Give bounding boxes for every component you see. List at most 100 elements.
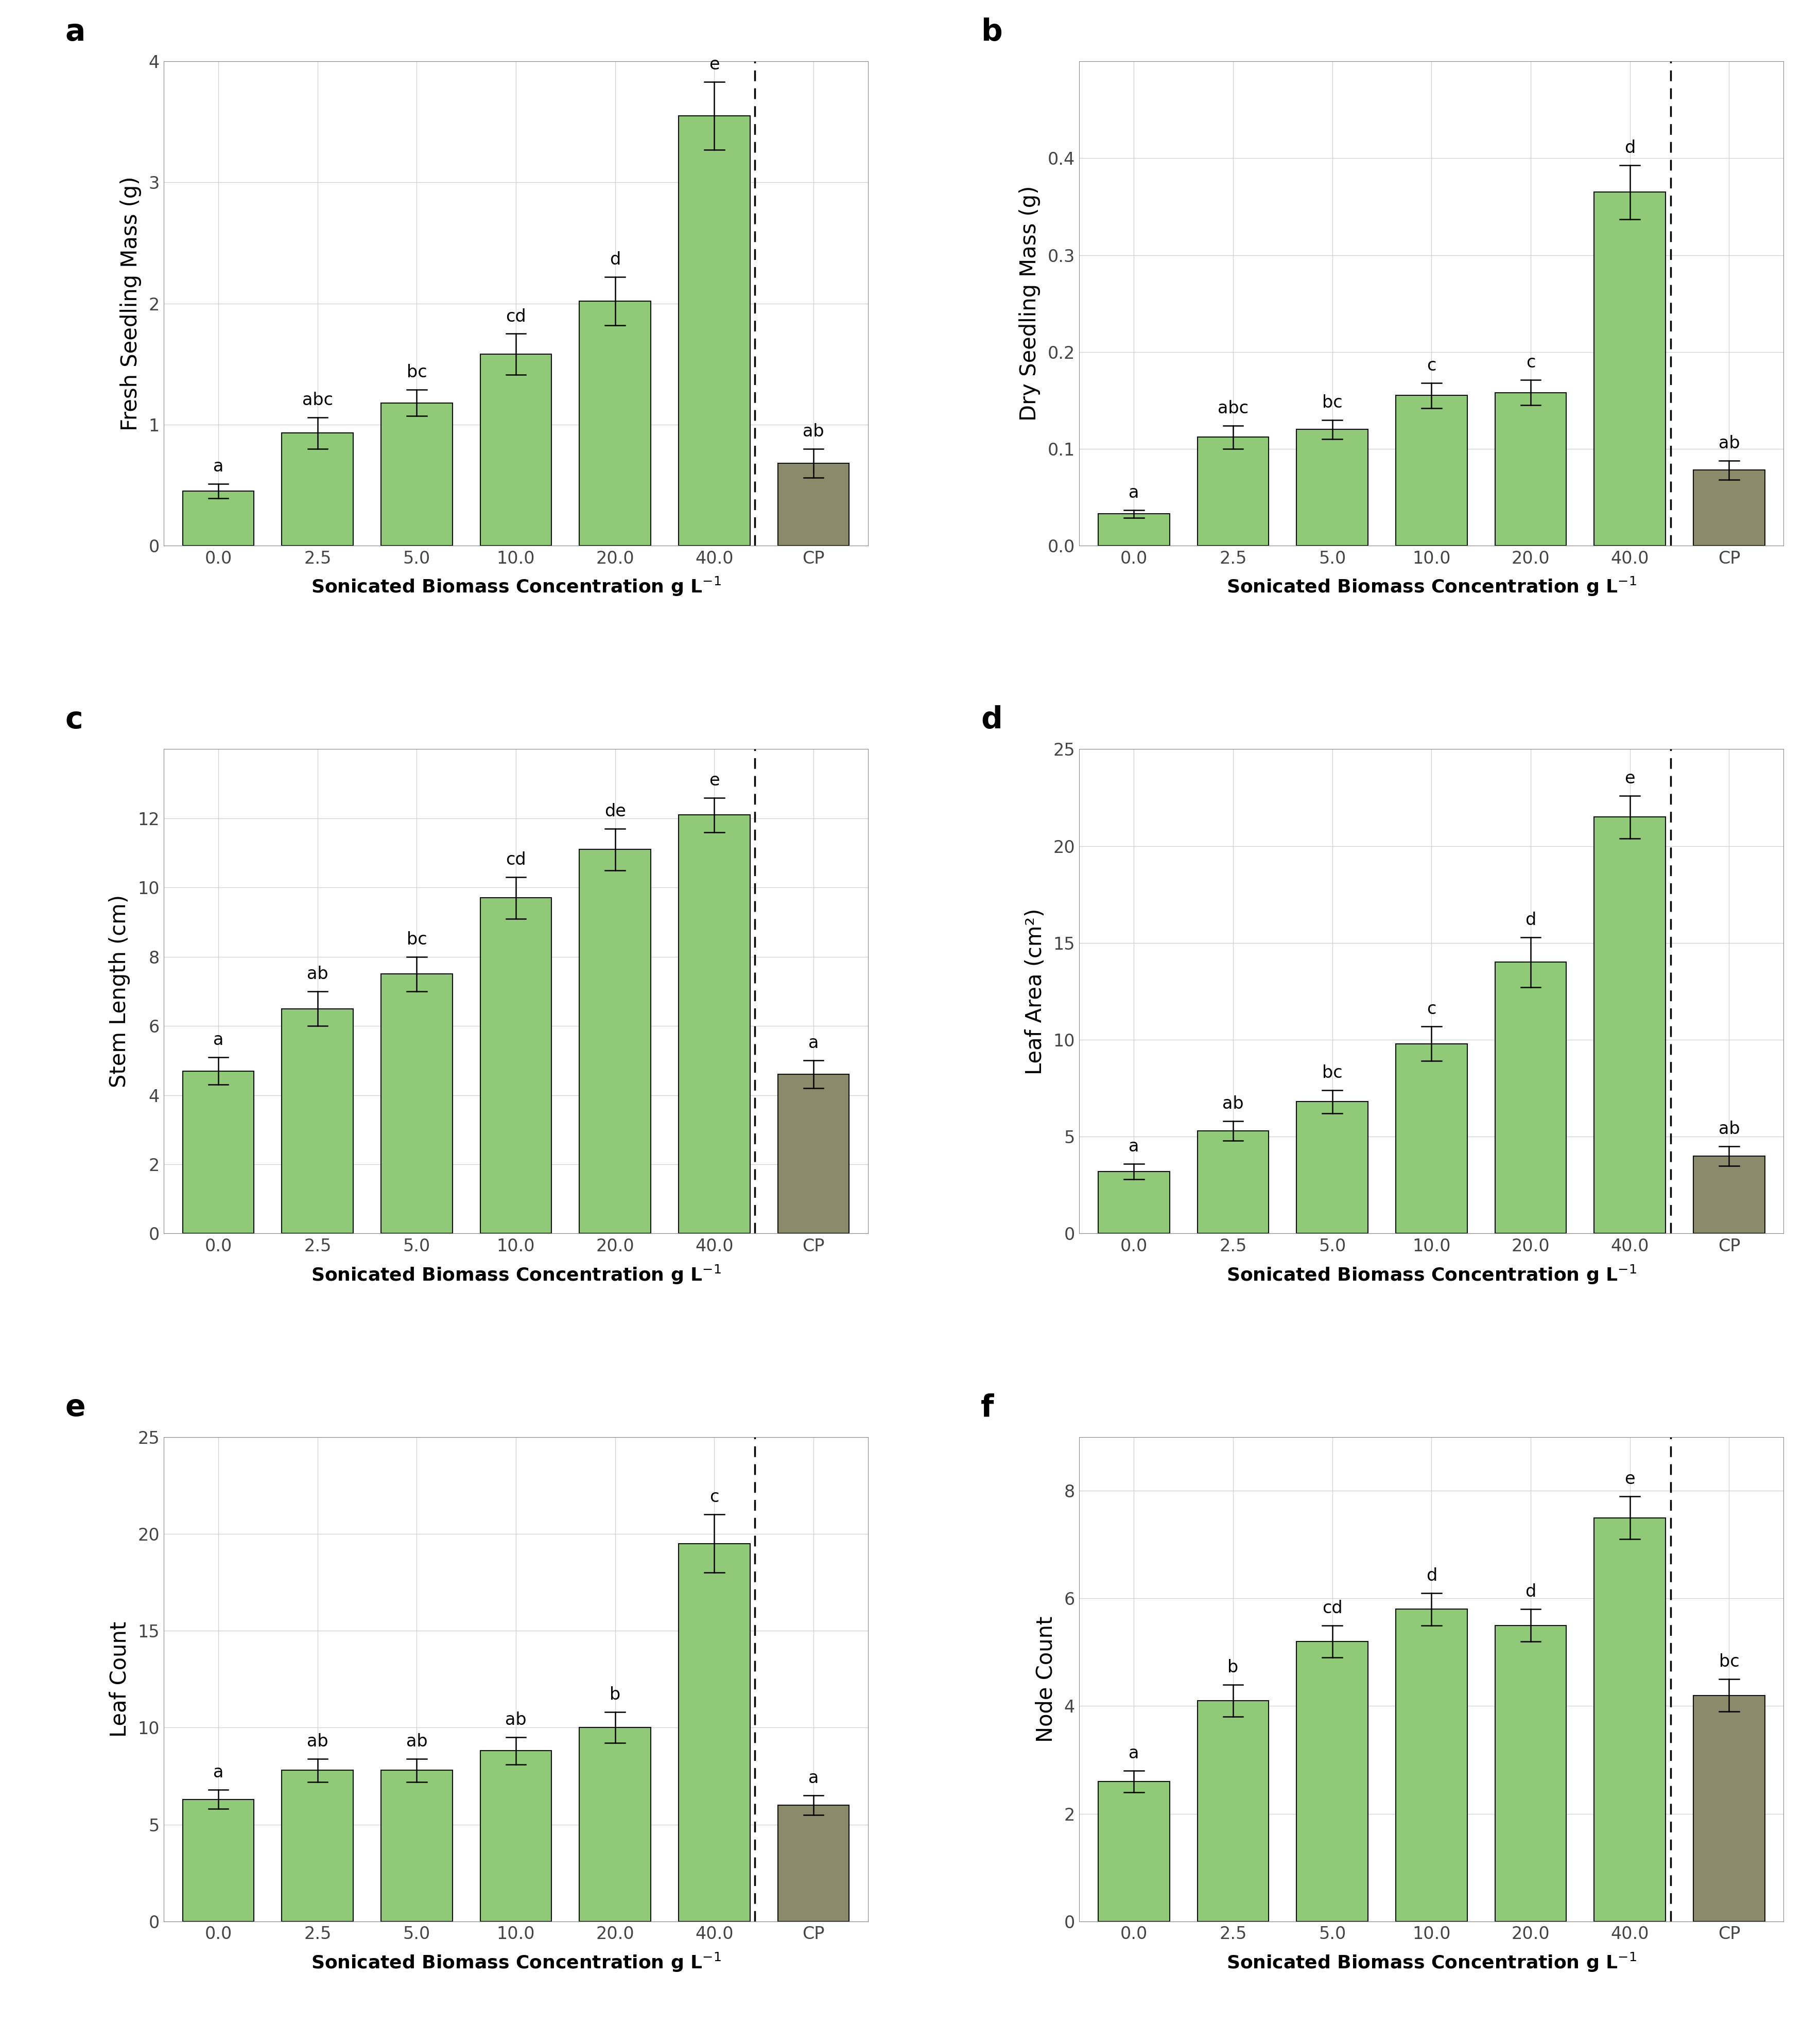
Text: cd: cd [506,852,526,869]
Bar [1396,397,1467,546]
Bar [1396,1609,1467,1921]
X-axis label: Sonicated Biomass Concentration g L$^{-1}$: Sonicated Biomass Concentration g L$^{-1… [1227,1952,1636,1972]
Y-axis label: Leaf Area (cm²): Leaf Area (cm²) [1025,908,1046,1075]
X-axis label: Sonicated Biomass Concentration g L$^{-1}$: Sonicated Biomass Concentration g L$^{-1… [311,1952,721,1972]
Text: ab: ab [406,1733,428,1750]
Text: c: c [1427,358,1436,374]
Text: ab: ab [1223,1096,1243,1112]
Text: a: a [1128,1746,1139,1762]
Text: cd: cd [1321,1600,1343,1617]
Text: ab: ab [308,965,328,983]
Bar [1494,963,1567,1233]
Bar [1594,192,1665,546]
Bar [1594,818,1665,1233]
Text: bc: bc [1718,1654,1740,1670]
Text: d: d [610,251,621,268]
Bar [777,1805,850,1921]
Bar [679,1543,750,1921]
Text: e: e [66,1394,86,1423]
Bar [480,354,551,546]
Bar [1494,392,1567,546]
Y-axis label: Leaf Count: Leaf Count [109,1621,131,1737]
Bar [182,491,255,546]
Text: e: e [710,773,719,789]
Bar [579,1727,652,1921]
Text: c: c [66,705,84,734]
Text: a: a [66,18,86,47]
Text: a: a [213,458,224,474]
Bar [480,1752,551,1921]
Bar [480,897,551,1233]
Bar [182,1071,255,1233]
X-axis label: Sonicated Biomass Concentration g L$^{-1}$: Sonicated Biomass Concentration g L$^{-1… [1227,576,1636,597]
Text: ab: ab [803,423,824,439]
Bar [282,1008,353,1233]
Bar [1296,1641,1369,1921]
Bar [777,1075,850,1233]
Text: d: d [1427,1568,1438,1584]
X-axis label: Sonicated Biomass Concentration g L$^{-1}$: Sonicated Biomass Concentration g L$^{-1… [311,1263,721,1286]
Text: cd: cd [506,309,526,325]
Bar [1198,1701,1269,1921]
Text: d: d [1625,139,1636,155]
Bar [1097,513,1170,546]
Bar [1097,1782,1170,1921]
Bar [1198,1130,1269,1233]
Text: c: c [1427,1000,1436,1018]
Bar [380,403,453,546]
Bar [380,975,453,1233]
Bar [1693,1694,1765,1921]
Text: ab: ab [1718,1120,1740,1139]
Text: e: e [710,55,719,74]
Bar [777,464,850,546]
Text: d: d [981,705,1003,734]
Y-axis label: Fresh Seedling Mass (g): Fresh Seedling Mass (g) [120,176,142,431]
Text: b: b [981,18,1003,47]
Text: a: a [1128,1139,1139,1155]
Text: bc: bc [1321,394,1343,411]
Text: a: a [213,1764,224,1780]
Bar [380,1770,453,1921]
Text: c: c [710,1488,719,1506]
Text: e: e [1625,1470,1634,1488]
Bar [1594,1519,1665,1921]
Y-axis label: Dry Seedling Mass (g): Dry Seedling Mass (g) [1019,186,1041,421]
Y-axis label: Stem Length (cm): Stem Length (cm) [109,895,131,1087]
Bar [1198,437,1269,546]
Text: abc: abc [302,392,333,409]
Text: e: e [1625,771,1634,787]
Text: d: d [1525,1584,1536,1600]
Text: ab: ab [308,1733,328,1750]
Bar [1693,470,1765,546]
X-axis label: Sonicated Biomass Concentration g L$^{-1}$: Sonicated Biomass Concentration g L$^{-1… [311,576,721,597]
Bar [1296,1102,1369,1233]
Text: a: a [1128,484,1139,501]
Bar [1494,1625,1567,1921]
Bar [679,117,750,546]
Text: a: a [808,1770,819,1786]
Text: b: b [1228,1660,1239,1676]
Bar [579,300,652,546]
Bar [282,1770,353,1921]
Bar [182,1799,255,1921]
Y-axis label: Node Count: Node Count [1036,1617,1057,1741]
Text: ab: ab [506,1711,526,1729]
Bar [1693,1157,1765,1233]
Text: bc: bc [406,364,428,380]
Text: d: d [1525,912,1536,928]
Text: f: f [981,1394,994,1423]
Text: bc: bc [1321,1065,1343,1081]
Text: de: de [604,803,626,820]
Text: ab: ab [1718,435,1740,452]
Text: a: a [808,1034,819,1053]
Text: b: b [610,1686,621,1703]
Text: a: a [213,1032,224,1049]
Text: c: c [1525,354,1536,372]
Bar [1296,429,1369,546]
Bar [1097,1171,1170,1233]
Bar [579,850,652,1233]
Bar [282,433,353,546]
X-axis label: Sonicated Biomass Concentration g L$^{-1}$: Sonicated Biomass Concentration g L$^{-1… [1227,1263,1636,1286]
Text: bc: bc [406,930,428,948]
Text: abc: abc [1218,401,1249,417]
